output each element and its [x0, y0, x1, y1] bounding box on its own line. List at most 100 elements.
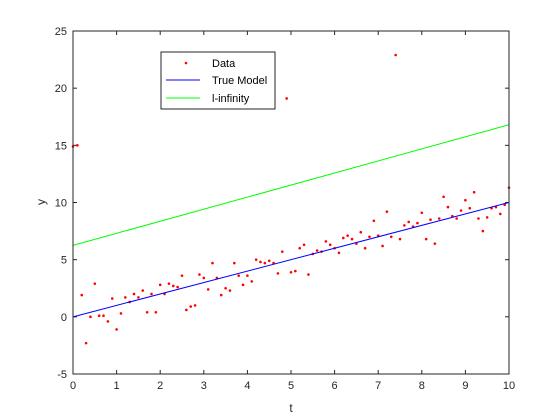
data-point: [219, 293, 223, 297]
data-point: [228, 289, 232, 292]
data-point: [224, 286, 227, 290]
data-point: [233, 261, 236, 265]
y-tick-label: 25: [55, 26, 67, 38]
y-tick-label: 0: [61, 312, 67, 324]
x-tick-label: 8: [419, 380, 425, 392]
data-point: [455, 217, 458, 220]
plot-background: [73, 31, 509, 374]
data-point: [464, 198, 467, 202]
data-point: [429, 218, 432, 221]
data-point: [315, 249, 319, 252]
data-point: [206, 288, 210, 291]
data-point: [459, 209, 463, 212]
data-point: [89, 315, 92, 319]
data-point: [289, 270, 293, 274]
data-point: [433, 242, 437, 245]
data-point: [437, 217, 441, 220]
data-point: [84, 341, 88, 345]
data-point: [180, 274, 184, 277]
data-point: [115, 328, 118, 331]
x-axis-label: t: [289, 401, 293, 415]
legend-label-l-infinity: l-infinity: [212, 93, 250, 105]
x-tick-label: 0: [70, 380, 76, 392]
data-point: [106, 320, 110, 323]
data-point: [254, 258, 258, 261]
data-point: [119, 312, 123, 315]
data-point: [193, 304, 197, 307]
data-point: [250, 280, 254, 283]
data-point: [263, 261, 267, 265]
x-tick-label: 5: [288, 380, 294, 392]
data-point: [403, 224, 406, 227]
data-point: [93, 282, 97, 285]
data-point: [394, 53, 397, 57]
data-point: [280, 250, 284, 253]
data-point: [363, 246, 367, 250]
data-point: [481, 229, 485, 233]
data-point: [407, 220, 411, 224]
series-line: [72, 124, 510, 246]
data-point: [241, 283, 245, 287]
data-point: [189, 305, 193, 308]
data-point: [145, 310, 149, 314]
data-point: [324, 240, 328, 243]
data-point: [485, 216, 489, 219]
data-point: [424, 237, 428, 241]
data-point: [259, 260, 262, 264]
data-point: [171, 284, 175, 288]
data-point: [389, 235, 393, 239]
data-point: [307, 273, 310, 276]
data-point: [211, 261, 214, 265]
data-point: [102, 314, 105, 317]
data-point: [97, 314, 101, 317]
y-tick-label: -5: [57, 369, 67, 381]
y-axis-label: y: [34, 199, 48, 205]
data-point: [246, 274, 249, 277]
data-point: [385, 210, 389, 213]
data-point: [167, 282, 171, 285]
data-point: [372, 219, 376, 223]
data-point: [185, 308, 188, 312]
data-point: [472, 190, 476, 194]
x-tick-label: 2: [157, 380, 163, 392]
x-tick-label: 3: [201, 380, 207, 392]
data-point: [76, 144, 79, 147]
data-point: [202, 276, 206, 280]
data-point: [328, 243, 332, 247]
data-point: [342, 236, 345, 240]
x-tick-label: 6: [332, 380, 338, 392]
data-point: [498, 212, 502, 216]
series-line: [72, 202, 510, 318]
data-point: [158, 283, 162, 287]
y-tick-label: 20: [55, 83, 67, 95]
data-point: [337, 251, 341, 255]
data-point: [420, 211, 424, 215]
data-point: [141, 289, 145, 292]
y-tick-label: 5: [61, 255, 67, 267]
data-point: [267, 259, 271, 263]
data-point: [132, 292, 136, 296]
data-point: [176, 285, 179, 289]
data-point: [302, 243, 306, 247]
x-tick-label: 9: [462, 380, 468, 392]
plot-layer: [71, 53, 511, 345]
data-point: [237, 274, 240, 277]
data-point: [198, 273, 201, 276]
legend-label-data: Data: [212, 58, 236, 70]
legend: Data True Model l-infinity: [160, 51, 276, 110]
legend-marker-dot: [184, 61, 188, 65]
data-point: [124, 296, 127, 299]
data-point: [285, 97, 288, 100]
data-point: [346, 234, 349, 237]
data-point: [381, 244, 384, 248]
data-point: [359, 230, 363, 234]
data-point: [294, 269, 297, 273]
legend-marker-data: [184, 61, 188, 65]
plot-box: [72, 30, 510, 375]
data-point: [298, 246, 302, 250]
y-tick-label: 15: [55, 140, 67, 152]
data-point: [110, 297, 114, 300]
x-tick-label: 7: [375, 380, 381, 392]
